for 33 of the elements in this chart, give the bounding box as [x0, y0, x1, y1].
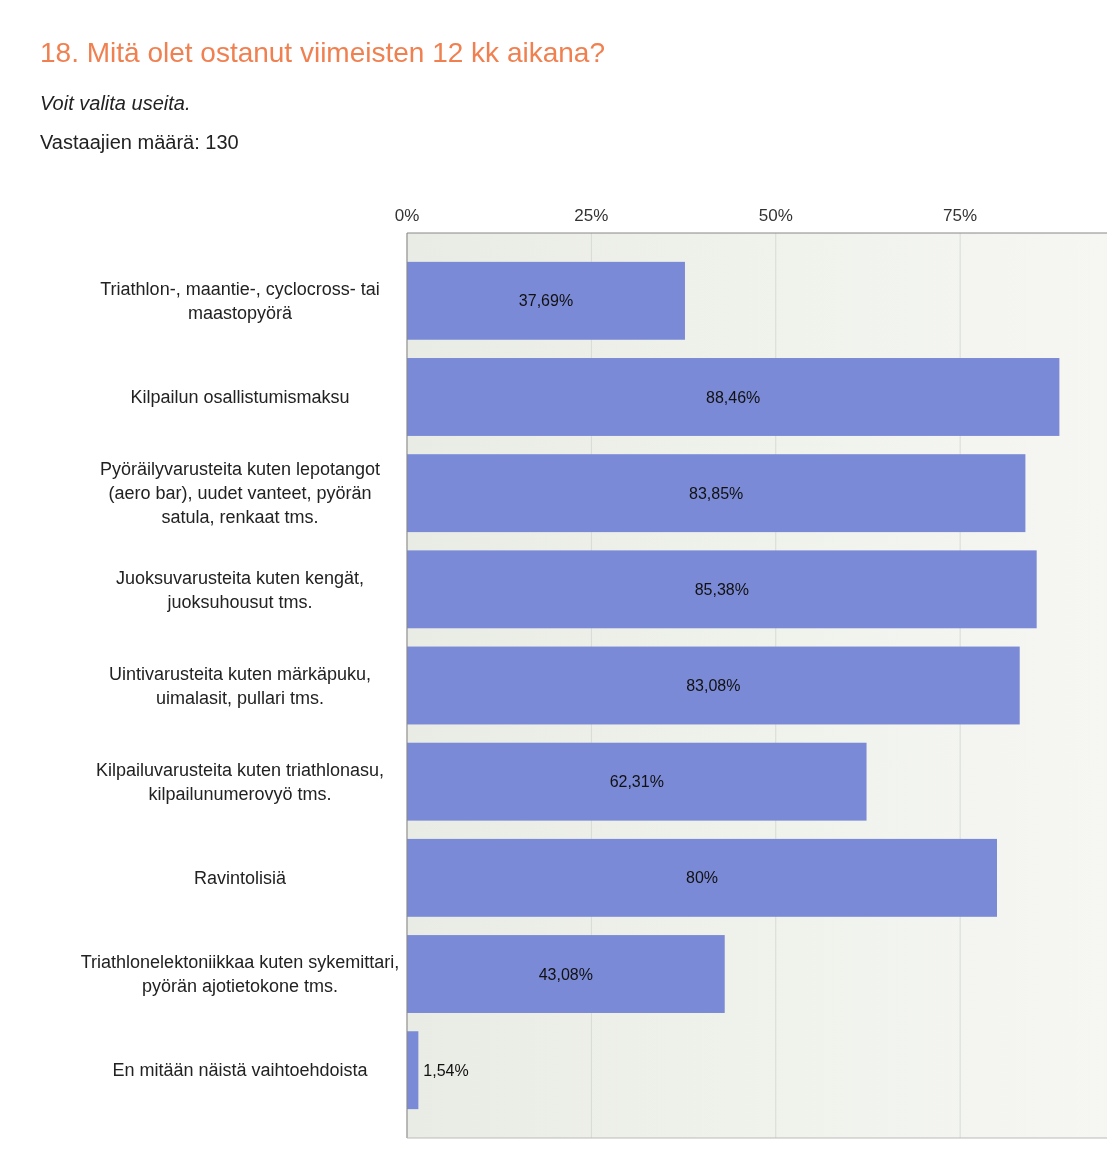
data-label: 80%: [685, 869, 719, 887]
y-tick-label: Triathlonelektoniikkaa kuten sykemittari, pyörän ajotietokone tms.: [80, 952, 400, 997]
text: Voit valita useita.: [40, 92, 191, 114]
y-tick-label: Triathlon-, maantie-, cyclocross- tai maastopyörä: [100, 279, 380, 324]
y-tick-label: Kilpailuvarusteita kuten triathlonasu, kilpailunumerovyö tms.: [95, 759, 385, 804]
y-tick-label: Juoksuvarusteita kuten kengät, juoksuhousut tms.: [115, 567, 365, 612]
y-tick-label: Kilpailun osallistumismaksu: [130, 387, 350, 408]
bar: [407, 742, 867, 821]
text: Vastaajien määrä: 130: [40, 131, 239, 153]
bar: [407, 454, 1026, 533]
y-tick-label: Uintivarusteita kuten märkäpuku, uimalasit, pullari tms.: [108, 663, 372, 708]
y-tick-label: Pyöräilyvarusteita kuten lepotangot (aero bar), uudet vanteet, pyörän satula, renkaat tms.: [99, 459, 381, 528]
data-label: 43,08%: [538, 965, 593, 983]
x-tick-label: 0%: [394, 206, 420, 225]
bar: [407, 646, 1020, 725]
data-label: 83,85%: [689, 484, 744, 502]
data-label: 88,46%: [706, 388, 761, 406]
data-label: 62,31%: [609, 773, 664, 791]
data-label: 1,54%: [423, 1061, 469, 1079]
chart-title: 18. Mitä olet ostanut viimeisten 12 kk aikana?: [40, 37, 605, 68]
bar: [407, 358, 1060, 436]
x-tick-label: 75%: [943, 206, 978, 225]
y-tick-label: En mitään näistä vaihtoehdoista: [112, 1060, 369, 1081]
data-label: 37,69%: [518, 292, 574, 310]
bar: [407, 838, 997, 917]
bar: [407, 935, 725, 1013]
bar: [407, 261, 685, 340]
data-label: 83,08%: [686, 677, 741, 695]
data-label: 85,38%: [694, 580, 749, 598]
y-tick-label: Ravintolisiä: [193, 868, 287, 889]
bar: [407, 550, 1037, 629]
x-tick-label: 25%: [574, 206, 609, 225]
x-tick-label: 50%: [758, 206, 793, 225]
